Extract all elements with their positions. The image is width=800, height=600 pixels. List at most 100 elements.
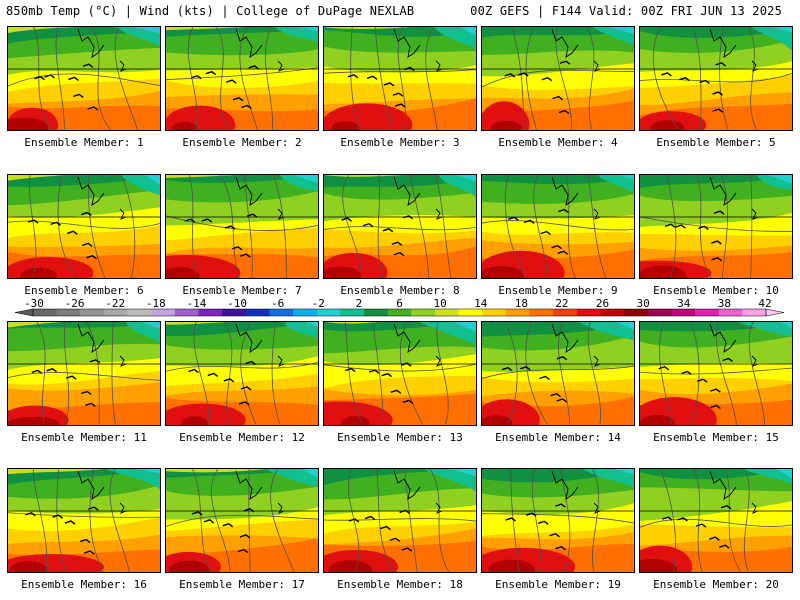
height-contour: [640, 216, 792, 232]
hot-region: [9, 561, 48, 572]
colorbar-swatch: [482, 309, 507, 316]
ensemble-map-panel: [481, 174, 635, 279]
cool-region: [126, 322, 160, 343]
wind-barb: [188, 368, 199, 374]
wind-barb: [394, 103, 406, 108]
wind-barb: [551, 244, 563, 250]
wind-barb: [539, 375, 550, 381]
height-contour: [666, 175, 677, 278]
height-contour: [114, 27, 138, 130]
height-contour: [409, 175, 430, 278]
height-contour: [504, 322, 518, 425]
height-contour: [640, 518, 792, 528]
hot-region: [8, 416, 60, 425]
colorbar-swatch: [33, 309, 57, 316]
height-contour: [166, 67, 318, 81]
height-contour: [32, 469, 48, 572]
height-contour: [193, 322, 210, 425]
height-contour: [696, 175, 712, 278]
height-contour: [377, 175, 384, 278]
colorbar-swatch: [198, 309, 223, 316]
wind-barb: [52, 514, 63, 519]
colorbar-swatch: [695, 309, 720, 316]
height-contour: [166, 361, 318, 372]
colorbar-swatch: [458, 309, 483, 316]
wind-barb: [67, 230, 78, 235]
wind-barb: [711, 257, 722, 262]
wind-barb: [246, 213, 258, 218]
hot-region: [20, 267, 57, 278]
lake-outline: [709, 28, 759, 72]
wind-barb: [82, 242, 93, 248]
wind-barb: [81, 211, 92, 217]
temperature-map: [166, 469, 318, 572]
temperature-map: [324, 27, 476, 130]
colorbar-tick-label: 30: [637, 297, 650, 310]
ensemble-map-panel: [481, 321, 635, 426]
hot-region: [640, 559, 678, 572]
wind-barb: [238, 401, 250, 406]
temperature-map: [640, 27, 792, 130]
wind-barb: [243, 508, 255, 513]
colorbar-tick-label: -22: [105, 297, 125, 310]
wind-barb: [240, 253, 251, 258]
wind-barb: [719, 544, 730, 549]
wind-barb: [504, 73, 516, 78]
panel-label: Ensemble Member: 5: [656, 136, 776, 149]
hot-region: [640, 265, 687, 278]
hot-region: [640, 414, 675, 425]
lake-outline: [709, 470, 759, 514]
wind-barb: [662, 516, 673, 521]
wind-barb: [523, 219, 535, 224]
wind-barb: [239, 534, 251, 539]
colorbar-tick-label: 22: [555, 297, 568, 310]
temperature-map: [640, 469, 792, 572]
colorbar-swatch: [434, 309, 459, 316]
height-contour: [8, 220, 160, 229]
temperature-colorbar: -30 -26 -22 -18 -14 -10 -6 -2 2 6 10 14 18 22 26 30 34 38…: [14, 297, 785, 317]
hot-region: [482, 101, 530, 130]
wind-barb: [710, 404, 721, 410]
colorbar-tick-label: 18: [515, 297, 528, 310]
wind-barb: [713, 210, 725, 215]
wind-barb: [508, 216, 519, 221]
height-contour: [211, 469, 231, 572]
wind-barb: [380, 525, 391, 531]
height-contour: [587, 175, 607, 278]
colorbar-swatch: [127, 309, 152, 316]
colorbar-tick-label: -10: [227, 297, 247, 310]
colorbar-tick-label: 34: [677, 297, 691, 310]
colorbar-swatch: [80, 309, 105, 316]
panel-label: Ensemble Member: 13: [337, 431, 463, 444]
hot-region: [171, 121, 198, 130]
colorbar-tick-label: 6: [396, 297, 403, 310]
wind-barb: [83, 550, 95, 555]
wind-barb: [241, 104, 252, 110]
wind-barb: [538, 520, 549, 525]
colorbar-tick-label: -26: [65, 297, 85, 310]
wind-barb: [720, 504, 732, 510]
wind-barb: [549, 532, 560, 538]
height-contour: [324, 518, 476, 522]
ensemble-map-panel: [323, 321, 477, 426]
height-contour: [350, 27, 361, 130]
panel-label: Ensemble Member: 15: [653, 431, 779, 444]
colorbar-swatch: [340, 309, 365, 316]
colorbar-left-arrow: [14, 308, 34, 317]
height-contour: [28, 175, 37, 278]
hot-region: [181, 416, 208, 425]
wind-barb: [65, 375, 77, 380]
temperature-map: [324, 469, 476, 572]
height-contour: [8, 73, 160, 87]
hot-region: [482, 266, 525, 278]
height-contour: [482, 365, 634, 379]
wind-barb: [517, 72, 529, 77]
cool-region: [115, 27, 160, 47]
wind-barb: [368, 369, 380, 374]
wind-barb: [366, 75, 378, 80]
hot-region: [8, 117, 49, 130]
wind-barb: [556, 356, 568, 361]
height-contour: [109, 469, 130, 572]
height-contour: [640, 73, 792, 83]
wind-barb: [402, 399, 414, 405]
